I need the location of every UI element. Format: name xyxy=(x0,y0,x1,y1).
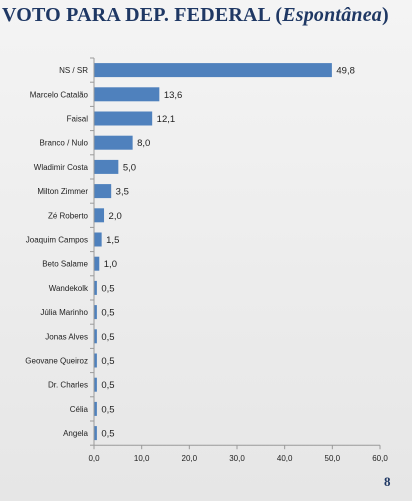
bar xyxy=(94,401,97,416)
bar xyxy=(94,256,100,271)
data-label: 49,8 xyxy=(336,66,355,77)
data-label: 12,1 xyxy=(157,114,176,125)
bar xyxy=(94,63,332,78)
x-tick-label: 50,0 xyxy=(325,454,341,463)
category-label: Dr. Charles xyxy=(48,381,88,390)
bar xyxy=(94,353,97,368)
data-label: 0,5 xyxy=(101,429,114,440)
category-label: Marcelo Catalão xyxy=(30,90,89,99)
x-tick-label: 10,0 xyxy=(134,454,150,463)
category-label: Beto Salame xyxy=(42,260,88,269)
data-label: 0,5 xyxy=(101,380,114,391)
chart-title: VOTO PARA DEP. FEDERAL (Espontânea) xyxy=(2,4,389,27)
page-number: 8 xyxy=(384,474,391,489)
data-label: 0,5 xyxy=(101,404,114,415)
category-label: Wandekolk xyxy=(49,284,89,293)
category-label: Jonas Alves xyxy=(45,332,88,341)
data-label: 3,5 xyxy=(116,187,129,198)
category-label: Branco / Nulo xyxy=(40,139,89,148)
bar xyxy=(94,184,112,199)
bar xyxy=(94,87,160,102)
category-label: Milton Zimmer xyxy=(37,187,88,196)
data-label: 1,0 xyxy=(104,259,117,270)
bar xyxy=(94,329,97,344)
bar xyxy=(94,426,97,441)
x-tick-label: 40,0 xyxy=(277,454,293,463)
category-label: Júlia Marinho xyxy=(40,308,88,317)
category-label: Célia xyxy=(70,405,89,414)
bar xyxy=(94,280,97,295)
x-tick-label: 30,0 xyxy=(229,454,245,463)
category-label: Geovane Queiroz xyxy=(25,357,88,366)
title-close: ) xyxy=(382,4,389,26)
bar xyxy=(94,377,97,392)
category-label: Faisal xyxy=(67,115,89,124)
data-label: 8,0 xyxy=(137,138,150,149)
category-label: Zé Roberto xyxy=(48,211,89,220)
title-emphasis: Espontânea xyxy=(282,4,382,26)
category-label: Angela xyxy=(63,429,88,438)
data-label: 1,5 xyxy=(106,235,119,246)
x-tick-label: 60,0 xyxy=(372,454,388,463)
data-label: 2,0 xyxy=(109,211,122,222)
x-tick-label: 0,0 xyxy=(88,454,100,463)
bar xyxy=(94,305,97,320)
bar xyxy=(94,111,153,126)
data-label: 13,6 xyxy=(164,90,183,101)
x-tick-label: 20,0 xyxy=(182,454,198,463)
category-label: Wladimir Costa xyxy=(34,163,89,172)
data-label: 0,5 xyxy=(101,283,114,294)
data-label: 0,5 xyxy=(101,332,114,343)
bar xyxy=(94,135,133,150)
category-label: NS / SR xyxy=(59,66,88,75)
data-label: 0,5 xyxy=(101,356,114,367)
bar xyxy=(94,159,119,174)
bar xyxy=(94,232,102,247)
bar xyxy=(94,208,105,223)
data-label: 5,0 xyxy=(123,162,136,173)
category-label: Joaquim Campos xyxy=(26,236,88,245)
title-main: VOTO PARA DEP. FEDERAL ( xyxy=(2,4,283,26)
data-label: 0,5 xyxy=(101,308,114,319)
